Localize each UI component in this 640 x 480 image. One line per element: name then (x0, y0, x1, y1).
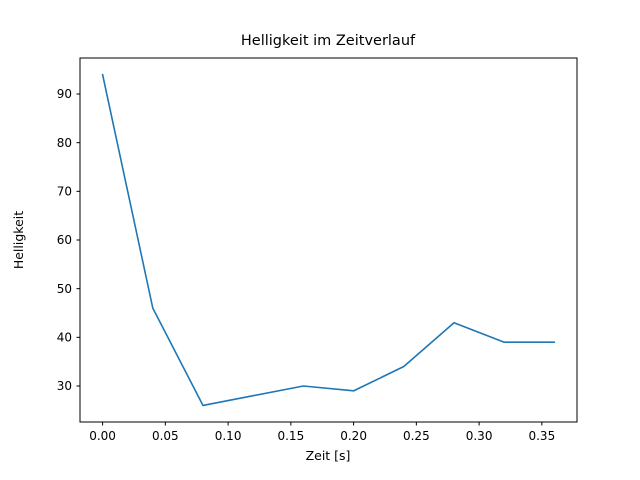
x-tick-label: 0.35 (528, 429, 555, 443)
x-tick-label: 0.25 (403, 429, 430, 443)
x-tick-label: 0.30 (466, 429, 493, 443)
y-tick-label: 40 (57, 331, 72, 345)
axes-box (79, 57, 578, 423)
y-tick-label: 80 (57, 136, 72, 150)
x-tick-label: 0.05 (152, 429, 179, 443)
y-tick-label: 30 (57, 379, 72, 393)
y-tick-label: 50 (57, 282, 72, 296)
y-axis-label: Helligkeit (11, 211, 26, 269)
x-axis-label: Zeit [s] (306, 448, 351, 463)
data-line (101, 73, 556, 407)
y-tick-label: 70 (57, 185, 72, 199)
x-tick-label: 0.15 (277, 429, 304, 443)
x-tick-label: 0.20 (340, 429, 367, 443)
y-tick-label: 60 (57, 233, 72, 247)
x-tick-label: 0.10 (215, 429, 242, 443)
x-tick-label: 0.00 (89, 429, 116, 443)
plot-area: 0.00 0.05 0.10 0.15 0.20 0.25 0.30 0.35 30 40 50 60… (57, 57, 578, 443)
chart-title: Helligkeit im Zeitverlauf (241, 33, 416, 49)
y-tick-label: 90 (57, 87, 72, 101)
